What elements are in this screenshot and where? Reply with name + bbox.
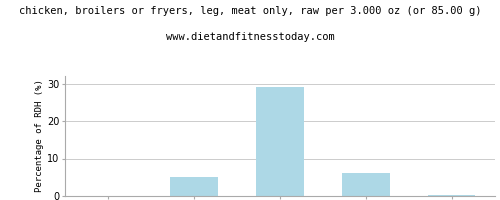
Bar bbox=[256, 87, 304, 196]
Text: www.dietandfitnesstoday.com: www.dietandfitnesstoday.com bbox=[166, 32, 334, 42]
Bar bbox=[342, 173, 390, 196]
Bar bbox=[428, 195, 476, 196]
Y-axis label: Percentage of RDH (%): Percentage of RDH (%) bbox=[36, 80, 44, 192]
Bar bbox=[170, 177, 218, 196]
Text: chicken, broilers or fryers, leg, meat only, raw per 3.000 oz (or 85.00 g): chicken, broilers or fryers, leg, meat o… bbox=[19, 6, 481, 16]
